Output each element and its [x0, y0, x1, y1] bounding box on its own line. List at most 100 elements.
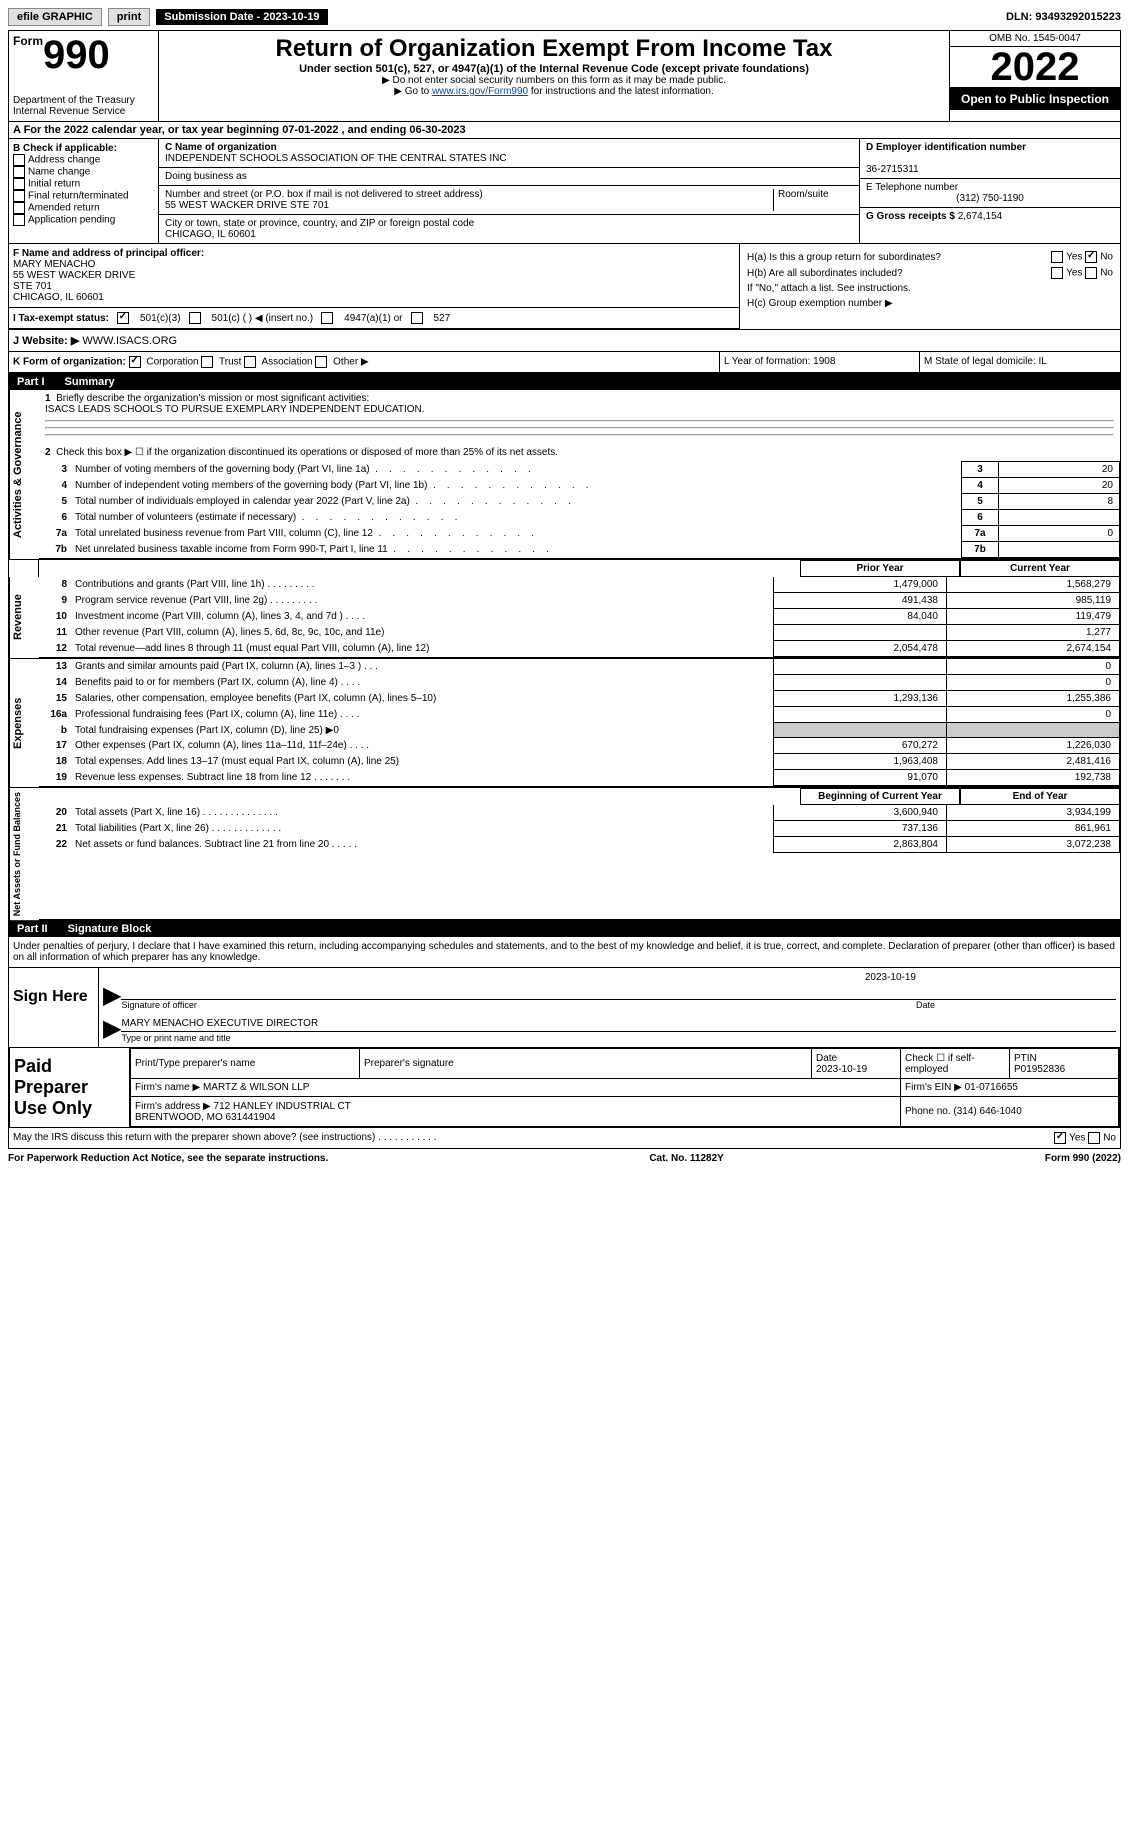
prior-val: 84,040: [774, 609, 947, 625]
cb-amended[interactable]: [13, 202, 25, 214]
form-title: Return of Organization Exempt From Incom…: [163, 35, 945, 63]
line-desc: Professional fundraising fees (Part IX, …: [71, 707, 774, 723]
form-number-cell: Form990 Department of the Treasury Inter…: [9, 31, 159, 121]
curr-val: 861,961: [947, 821, 1120, 837]
line-box: 7a: [962, 526, 999, 542]
prior-val: 1,479,000: [774, 577, 947, 593]
footer-left: For Paperwork Reduction Act Notice, see …: [8, 1153, 328, 1164]
prior-val: 1,963,408: [774, 754, 947, 770]
cb-527[interactable]: [411, 312, 423, 324]
line-desc: Revenue less expenses. Subtract line 18 …: [71, 770, 774, 786]
line-num: 6: [39, 510, 71, 526]
line-val: 0: [999, 526, 1120, 542]
cb-address-change[interactable]: [13, 154, 25, 166]
phone: (312) 750-1190: [866, 193, 1114, 204]
cb-assoc[interactable]: [244, 356, 256, 368]
prior-val: 491,438: [774, 593, 947, 609]
sig-date: 2023-10-19: [121, 972, 1116, 983]
cb-trust[interactable]: [201, 356, 213, 368]
curr-val: 3,072,238: [947, 837, 1120, 853]
efile-button[interactable]: efile GRAPHIC: [8, 8, 102, 26]
cb-4947[interactable]: [321, 312, 333, 324]
ein-label: D Employer identification number: [866, 142, 1026, 153]
cb-501c3[interactable]: [117, 312, 129, 324]
ptin-label: PTIN: [1014, 1053, 1037, 1064]
line-num: 15: [39, 691, 71, 707]
line-desc: Total unrelated business revenue from Pa…: [71, 526, 962, 542]
dba-label: Doing business as: [165, 171, 247, 182]
officer-sig-name: MARY MENACHO EXECUTIVE DIRECTOR: [121, 1018, 1116, 1029]
firm-ein-label: Firm's EIN ▶: [905, 1082, 962, 1093]
gross-label: G Gross receipts $: [866, 211, 955, 222]
prior-val: [774, 707, 947, 723]
line-num: 7b: [39, 542, 71, 558]
f-label: F Name and address of principal officer:: [13, 248, 735, 259]
cb-other[interactable]: [315, 356, 327, 368]
line-val: 20: [999, 462, 1120, 478]
part2-title: Signature Block: [68, 923, 152, 935]
cb-name-change[interactable]: [13, 166, 25, 178]
form990-link[interactable]: www.irs.gov/Form990: [432, 86, 528, 97]
line-desc: Other revenue (Part VIII, column (A), li…: [71, 625, 774, 641]
line-num: 19: [39, 770, 71, 786]
part2-header: Part II Signature Block: [9, 921, 1120, 937]
line-val: [999, 542, 1120, 558]
prior-val: 670,272: [774, 738, 947, 754]
firm-addr-label: Firm's address ▶: [135, 1101, 211, 1112]
curr-val: 985,119: [947, 593, 1120, 609]
line-desc: Total expenses. Add lines 13–17 (must eq…: [71, 754, 774, 770]
line-box: 6: [962, 510, 999, 526]
sign-here-label: Sign Here: [9, 968, 99, 1047]
cb-discuss-yes[interactable]: [1054, 1132, 1066, 1144]
cb-discuss-no[interactable]: [1088, 1132, 1100, 1144]
cb-pending[interactable]: [13, 214, 25, 226]
opt-name: Name change: [28, 167, 90, 178]
officer-addr: 55 WEST WACKER DRIVE STE 701 CHICAGO, IL…: [13, 270, 735, 303]
print-button[interactable]: print: [108, 8, 150, 26]
k-cell: K Form of organization: Corporation Trus…: [9, 352, 720, 372]
cb-ha-yes[interactable]: [1051, 251, 1063, 263]
discuss-text: May the IRS discuss this return with the…: [13, 1132, 1054, 1144]
goto-prefix: Go to: [405, 86, 432, 97]
line-desc: Grants and similar amounts paid (Part IX…: [71, 659, 774, 675]
net-label: Net Assets or Fund Balances: [9, 788, 39, 921]
line-num: 18: [39, 754, 71, 770]
b-label: B Check if applicable:: [13, 143, 154, 154]
cb-initial[interactable]: [13, 178, 25, 190]
tax-year: 2022: [950, 47, 1120, 88]
year-cell: OMB No. 1545-0047 2022 Open to Public In…: [950, 31, 1120, 121]
cb-hb-yes[interactable]: [1051, 267, 1063, 279]
curr-val: [947, 723, 1120, 738]
firm-ein: 01-0716655: [965, 1082, 1018, 1093]
prior-year-hdr: Prior Year: [800, 560, 960, 577]
line-desc: Contributions and grants (Part VIII, lin…: [71, 577, 774, 593]
cb-final[interactable]: [13, 190, 25, 202]
state-domicile: M State of legal domicile: IL: [920, 352, 1120, 372]
gross-receipts: 2,674,154: [958, 211, 1003, 222]
line-desc: Program service revenue (Part VIII, line…: [71, 593, 774, 609]
cb-corp[interactable]: [129, 356, 141, 368]
line-num: 11: [39, 625, 71, 641]
h-cell: H(a) Is this a group return for subordin…: [740, 244, 1120, 329]
opt-other: Other ▶: [333, 357, 368, 368]
form-subtitle: Under section 501(c), 527, or 4947(a)(1)…: [163, 63, 945, 75]
prior-val: 2,863,804: [774, 837, 947, 853]
curr-val: 1,255,386: [947, 691, 1120, 707]
footer: For Paperwork Reduction Act Notice, see …: [8, 1153, 1121, 1164]
j-label: J Website: ▶: [13, 335, 79, 347]
line-num: 21: [39, 821, 71, 837]
curr-val: 2,481,416: [947, 754, 1120, 770]
cb-ha-no[interactable]: [1085, 251, 1097, 263]
opt-final: Final return/terminated: [28, 191, 129, 202]
line-num: 20: [39, 805, 71, 821]
begin-year-hdr: Beginning of Current Year: [800, 788, 960, 805]
firm-name: MARTZ & WILSON LLP: [203, 1082, 310, 1093]
prior-val: 2,054,478: [774, 641, 947, 657]
cb-hb-no[interactable]: [1085, 267, 1097, 279]
col-b: B Check if applicable: Address change Na…: [9, 139, 159, 243]
year-formation: L Year of formation: 1908: [720, 352, 920, 372]
firm-name-label: Firm's name ▶: [135, 1082, 200, 1093]
cb-501c[interactable]: [189, 312, 201, 324]
opt-initial: Initial return: [28, 179, 80, 190]
line-val: 20: [999, 478, 1120, 494]
